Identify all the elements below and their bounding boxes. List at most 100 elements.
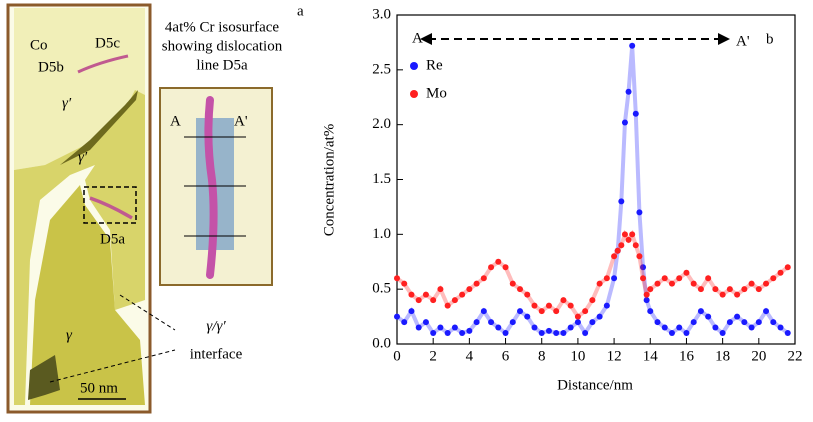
scale-label: 50 nm <box>80 380 118 396</box>
point <box>473 319 480 326</box>
point <box>618 242 625 249</box>
point <box>502 264 509 271</box>
point <box>625 88 632 95</box>
point <box>524 291 531 298</box>
point <box>502 330 509 337</box>
label: γ/γ′ <box>206 318 226 334</box>
point <box>748 324 755 331</box>
point <box>611 275 618 282</box>
point <box>408 291 415 298</box>
point <box>632 242 639 249</box>
point <box>466 327 473 334</box>
region <box>14 90 145 405</box>
y-tick-label: 2.5 <box>372 61 391 77</box>
point <box>582 330 589 337</box>
point <box>444 330 451 337</box>
point <box>574 313 581 320</box>
point <box>509 319 516 326</box>
point <box>415 324 422 331</box>
point <box>437 324 444 331</box>
point <box>524 313 531 320</box>
point <box>683 269 690 276</box>
point <box>394 275 400 282</box>
point <box>643 291 650 298</box>
point <box>538 308 545 315</box>
leader <box>119 294 176 331</box>
x-tick-label: 14 <box>643 348 659 364</box>
point <box>712 286 719 293</box>
point <box>734 291 741 298</box>
point <box>451 324 458 331</box>
point <box>632 110 639 117</box>
point <box>596 313 603 320</box>
point <box>719 330 726 337</box>
legend-marker <box>410 90 418 98</box>
x-tick-label: 2 <box>429 348 437 364</box>
label: γ <box>66 327 73 343</box>
point <box>430 330 437 337</box>
point <box>589 297 596 304</box>
point <box>408 308 415 315</box>
point <box>437 286 444 293</box>
y-tick-label: 1.0 <box>372 226 391 242</box>
point <box>763 308 770 315</box>
x-tick-label: 8 <box>538 348 546 364</box>
point <box>654 280 661 287</box>
y-tick-label: 3.0 <box>372 6 391 22</box>
point <box>567 324 574 331</box>
legend-marker <box>410 62 418 70</box>
annotation: A' <box>736 33 750 49</box>
point <box>596 280 603 287</box>
point <box>603 302 610 309</box>
point <box>495 324 502 331</box>
inset-arrows <box>184 136 246 237</box>
dislocation <box>77 54 129 74</box>
point <box>459 291 466 298</box>
point <box>640 264 647 271</box>
panel-label: a <box>297 3 304 19</box>
panel-b: A A' b Distance/nm Concentration/at% 0 2 4… <box>321 6 802 393</box>
point <box>553 330 560 337</box>
point <box>741 286 748 293</box>
point <box>480 275 487 282</box>
point <box>509 280 516 287</box>
dislocation <box>204 96 218 279</box>
point <box>748 280 755 287</box>
y-tick-label: 0.0 <box>372 335 391 351</box>
point <box>661 324 668 331</box>
x-tick-label: 0 <box>393 348 401 364</box>
point <box>705 313 712 320</box>
point <box>430 297 437 304</box>
point <box>488 264 495 271</box>
point <box>589 319 596 326</box>
point <box>705 275 712 282</box>
label: γ′ <box>62 95 72 111</box>
point <box>531 302 538 309</box>
point <box>545 302 552 309</box>
label: D5b <box>38 59 64 75</box>
caption: 4at% Cr isosurface <box>165 19 279 35</box>
point <box>517 286 524 293</box>
highlight-box <box>83 186 137 224</box>
point <box>668 330 675 337</box>
point <box>495 258 502 265</box>
point <box>401 280 408 287</box>
point <box>647 286 654 293</box>
caption: showing dislocation <box>162 38 283 54</box>
point <box>621 119 628 126</box>
point <box>538 330 545 337</box>
point <box>661 275 668 282</box>
x-tick-label: 20 <box>751 348 766 364</box>
point <box>734 313 741 320</box>
point <box>719 291 726 298</box>
point <box>614 247 621 254</box>
annotation: A <box>412 30 423 46</box>
x-tick-label: 4 <box>466 348 474 364</box>
point <box>611 253 618 260</box>
point <box>770 319 777 326</box>
x-axis-label: Distance/nm <box>557 377 633 393</box>
label: Co <box>30 37 48 53</box>
y-tick-label: 1.5 <box>372 171 391 187</box>
point <box>560 330 567 337</box>
